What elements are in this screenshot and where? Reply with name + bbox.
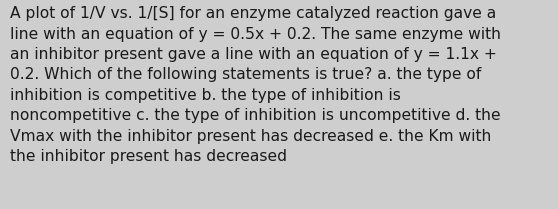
Text: A plot of 1/V vs. 1/[S] for an enzyme catalyzed reaction gave a
line with an equ: A plot of 1/V vs. 1/[S] for an enzyme ca… bbox=[10, 6, 501, 164]
